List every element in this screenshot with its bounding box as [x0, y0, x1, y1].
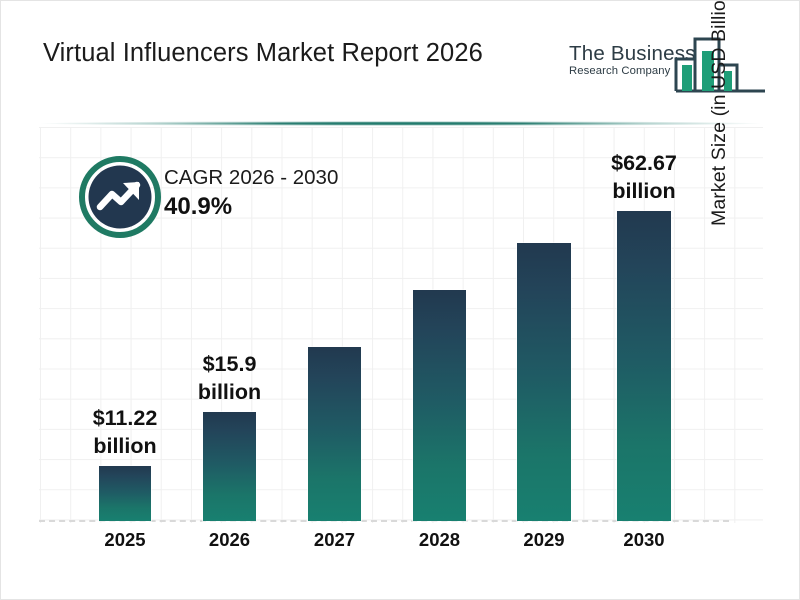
- x-axis: 2025 2026 2027 2028 2029 2030: [39, 529, 763, 563]
- x-axis-tick-2025: 2025: [104, 529, 146, 550]
- bar-chart-logo-mark-icon: [673, 29, 769, 106]
- logo-line-2: Research Company: [569, 65, 671, 77]
- x-axis-tick-2029: 2029: [523, 529, 565, 550]
- bar-value-label-2025: $11.22 billion: [45, 404, 205, 460]
- bar-value-unit: billion: [93, 434, 157, 458]
- header-divider: [39, 121, 763, 126]
- logo-text: The Business Research Company: [569, 42, 696, 78]
- x-axis-tick-2027: 2027: [313, 529, 356, 550]
- bar-value-amount: $11.22: [92, 406, 158, 430]
- bar-2030: [617, 211, 671, 521]
- cagr-badge: CAGR 2026 - 2030 40.9%: [79, 156, 409, 242]
- cagr-value-label: 40.9%: [164, 193, 233, 220]
- bar-2029: [517, 243, 571, 521]
- cagr-text: CAGR 2026 - 2030 40.9%: [164, 164, 338, 223]
- cagr-period-label: CAGR 2026 - 2030: [164, 166, 339, 189]
- trending-up-icon: [79, 156, 161, 238]
- x-axis-tick-2026: 2026: [208, 529, 251, 550]
- x-axis-tick-2030: 2030: [623, 529, 665, 550]
- bar-2025: [99, 466, 151, 521]
- bar-value-amount: $62.67: [611, 151, 677, 175]
- y-axis-title: Market Size (in USD Billion): [708, 0, 730, 226]
- company-logo: The Business Research Company: [569, 29, 769, 101]
- bar-value-unit: billion: [197, 380, 262, 404]
- bar-value-label-2030: $62.67 billion: [564, 149, 724, 205]
- axis-baseline: [39, 520, 729, 522]
- page-title: Virtual Influencers Market Report 2026: [43, 39, 483, 67]
- bar-value-amount: $15.9: [202, 352, 257, 376]
- x-axis-tick-2028: 2028: [418, 529, 461, 550]
- bar-2028: [413, 290, 466, 521]
- bar-value-unit: billion: [612, 179, 676, 203]
- bar-2026: [203, 412, 256, 521]
- bar-value-label-2026: $15.9 billion: [150, 350, 310, 406]
- bar-2027: [308, 347, 361, 521]
- header: Virtual Influencers Market Report 2026 T…: [1, 1, 799, 124]
- logo-line-1: The Business: [569, 42, 696, 65]
